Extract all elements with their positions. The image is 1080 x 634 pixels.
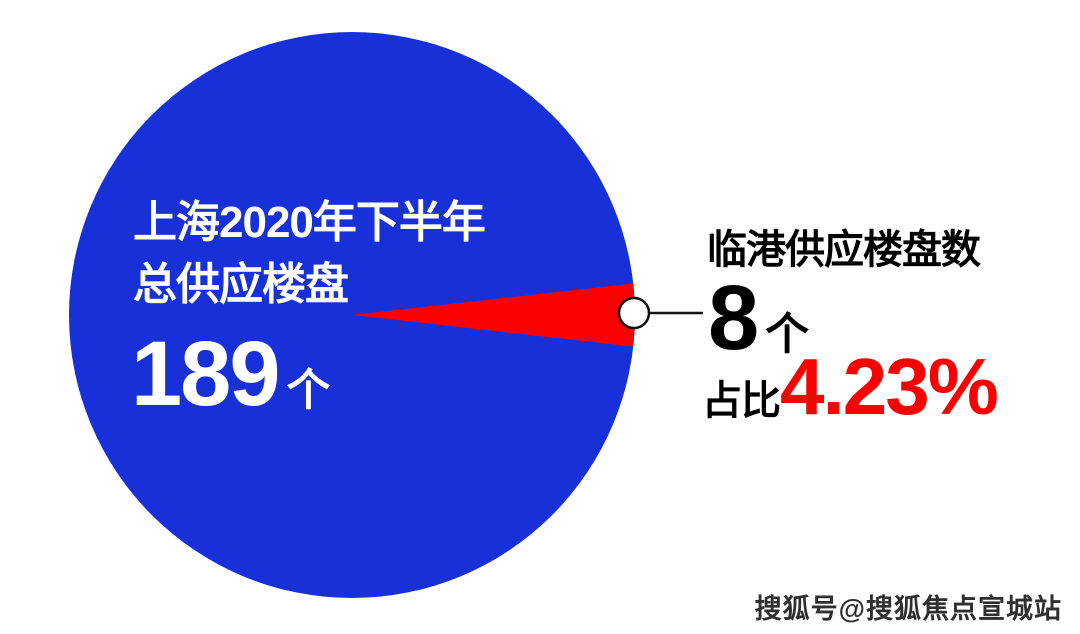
callout-ratio-value: 4.23% [780, 342, 999, 431]
callout-value: 8 [708, 267, 760, 369]
callout-title: 临港供应楼盘数 [707, 228, 981, 272]
sohu-watermark: 搜狐号@搜狐焦点宣城站 [754, 594, 1062, 624]
callout-ratio-row: 占比 4.23% [702, 342, 999, 431]
pie-total-value-row: 189 个 [131, 328, 331, 420]
pie-title-line1: 上海2020年下半年 [133, 198, 486, 247]
pie-total-value: 189 [131, 323, 280, 425]
callout-anchor-dot [617, 296, 651, 330]
pie-slice-lingang [352, 283, 635, 347]
callout-value-row: 8 个 [708, 272, 809, 364]
pie-total-unit: 个 [286, 366, 331, 415]
pie-title-line2: 总供应楼盘 [133, 260, 349, 309]
callout-unit: 个 [765, 310, 810, 359]
callout-ratio-label: 占比 [702, 379, 781, 423]
